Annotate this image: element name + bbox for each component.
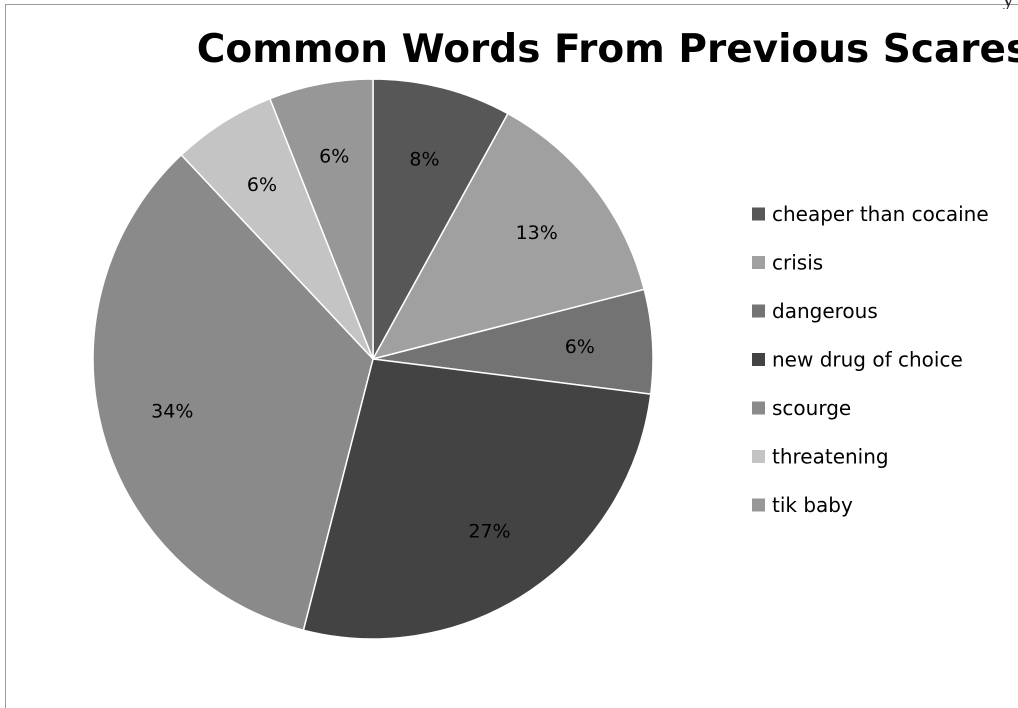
legend-item-crisis: crisis (752, 251, 823, 275)
pie-slice-crisis (371, 112, 646, 361)
legend-item-cheaper-than-cocaine: cheaper than cocaine (752, 202, 989, 226)
clipped-corner-text: y (1003, 0, 1014, 9)
pie-slice-tik-baby (268, 78, 374, 360)
legend-swatch-crisis (752, 256, 765, 269)
legend: cheaper than cocaine crisis dangerous new d… (752, 202, 989, 517)
pie-slice-scourge (92, 153, 374, 632)
slice-label-dangerous: 6% (565, 336, 595, 358)
slice-label-scourge: 34% (151, 401, 193, 423)
legend-swatch-cheaper-than-cocaine (752, 207, 765, 221)
legend-item-new-drug-of-choice: new drug of choice (752, 348, 963, 372)
legend-label-tik-baby: tik baby (772, 493, 853, 517)
legend-label-new-drug-of-choice: new drug of choice (772, 348, 963, 372)
legend-swatch-threatening (752, 450, 765, 463)
slice-label-crisis: 13% (516, 222, 558, 244)
legend-label-threatening: threatening (772, 445, 889, 469)
chart-frame: y (5, 0, 1018, 708)
legend-label-cheaper-than-cocaine: cheaper than cocaine (772, 202, 989, 226)
pie-slice-new-drug-of-choice (302, 358, 652, 640)
legend-swatch-tik-baby (752, 498, 765, 512)
legend-item-threatening: threatening (752, 445, 889, 469)
legend-item-tik-baby: tik baby (752, 493, 853, 517)
chart-title: Common Words From Previous Scares (197, 27, 1018, 72)
slice-label-tik-baby: 6% (319, 146, 349, 168)
pie-slice-cheaper-than-cocaine (372, 78, 509, 360)
legend-swatch-new-drug-of-choice (752, 353, 765, 366)
slice-label-threatening: 6% (247, 174, 277, 196)
legend-item-dangerous: dangerous (752, 299, 878, 323)
legend-label-scourge: scourge (772, 396, 851, 420)
slice-label-new-drug-of-choice: 27% (468, 520, 510, 542)
legend-label-crisis: crisis (772, 251, 823, 275)
legend-item-scourge: scourge (752, 396, 851, 420)
legend-label-dangerous: dangerous (772, 299, 878, 323)
legend-swatch-dangerous (752, 304, 765, 318)
pie-slices (92, 78, 654, 640)
slice-label-cheaper-than-cocaine: 8% (409, 148, 439, 170)
legend-swatch-scourge (752, 401, 765, 415)
pie-slice-labels: 8% 13% 6% 27% 34% 6% 6% (151, 146, 595, 543)
